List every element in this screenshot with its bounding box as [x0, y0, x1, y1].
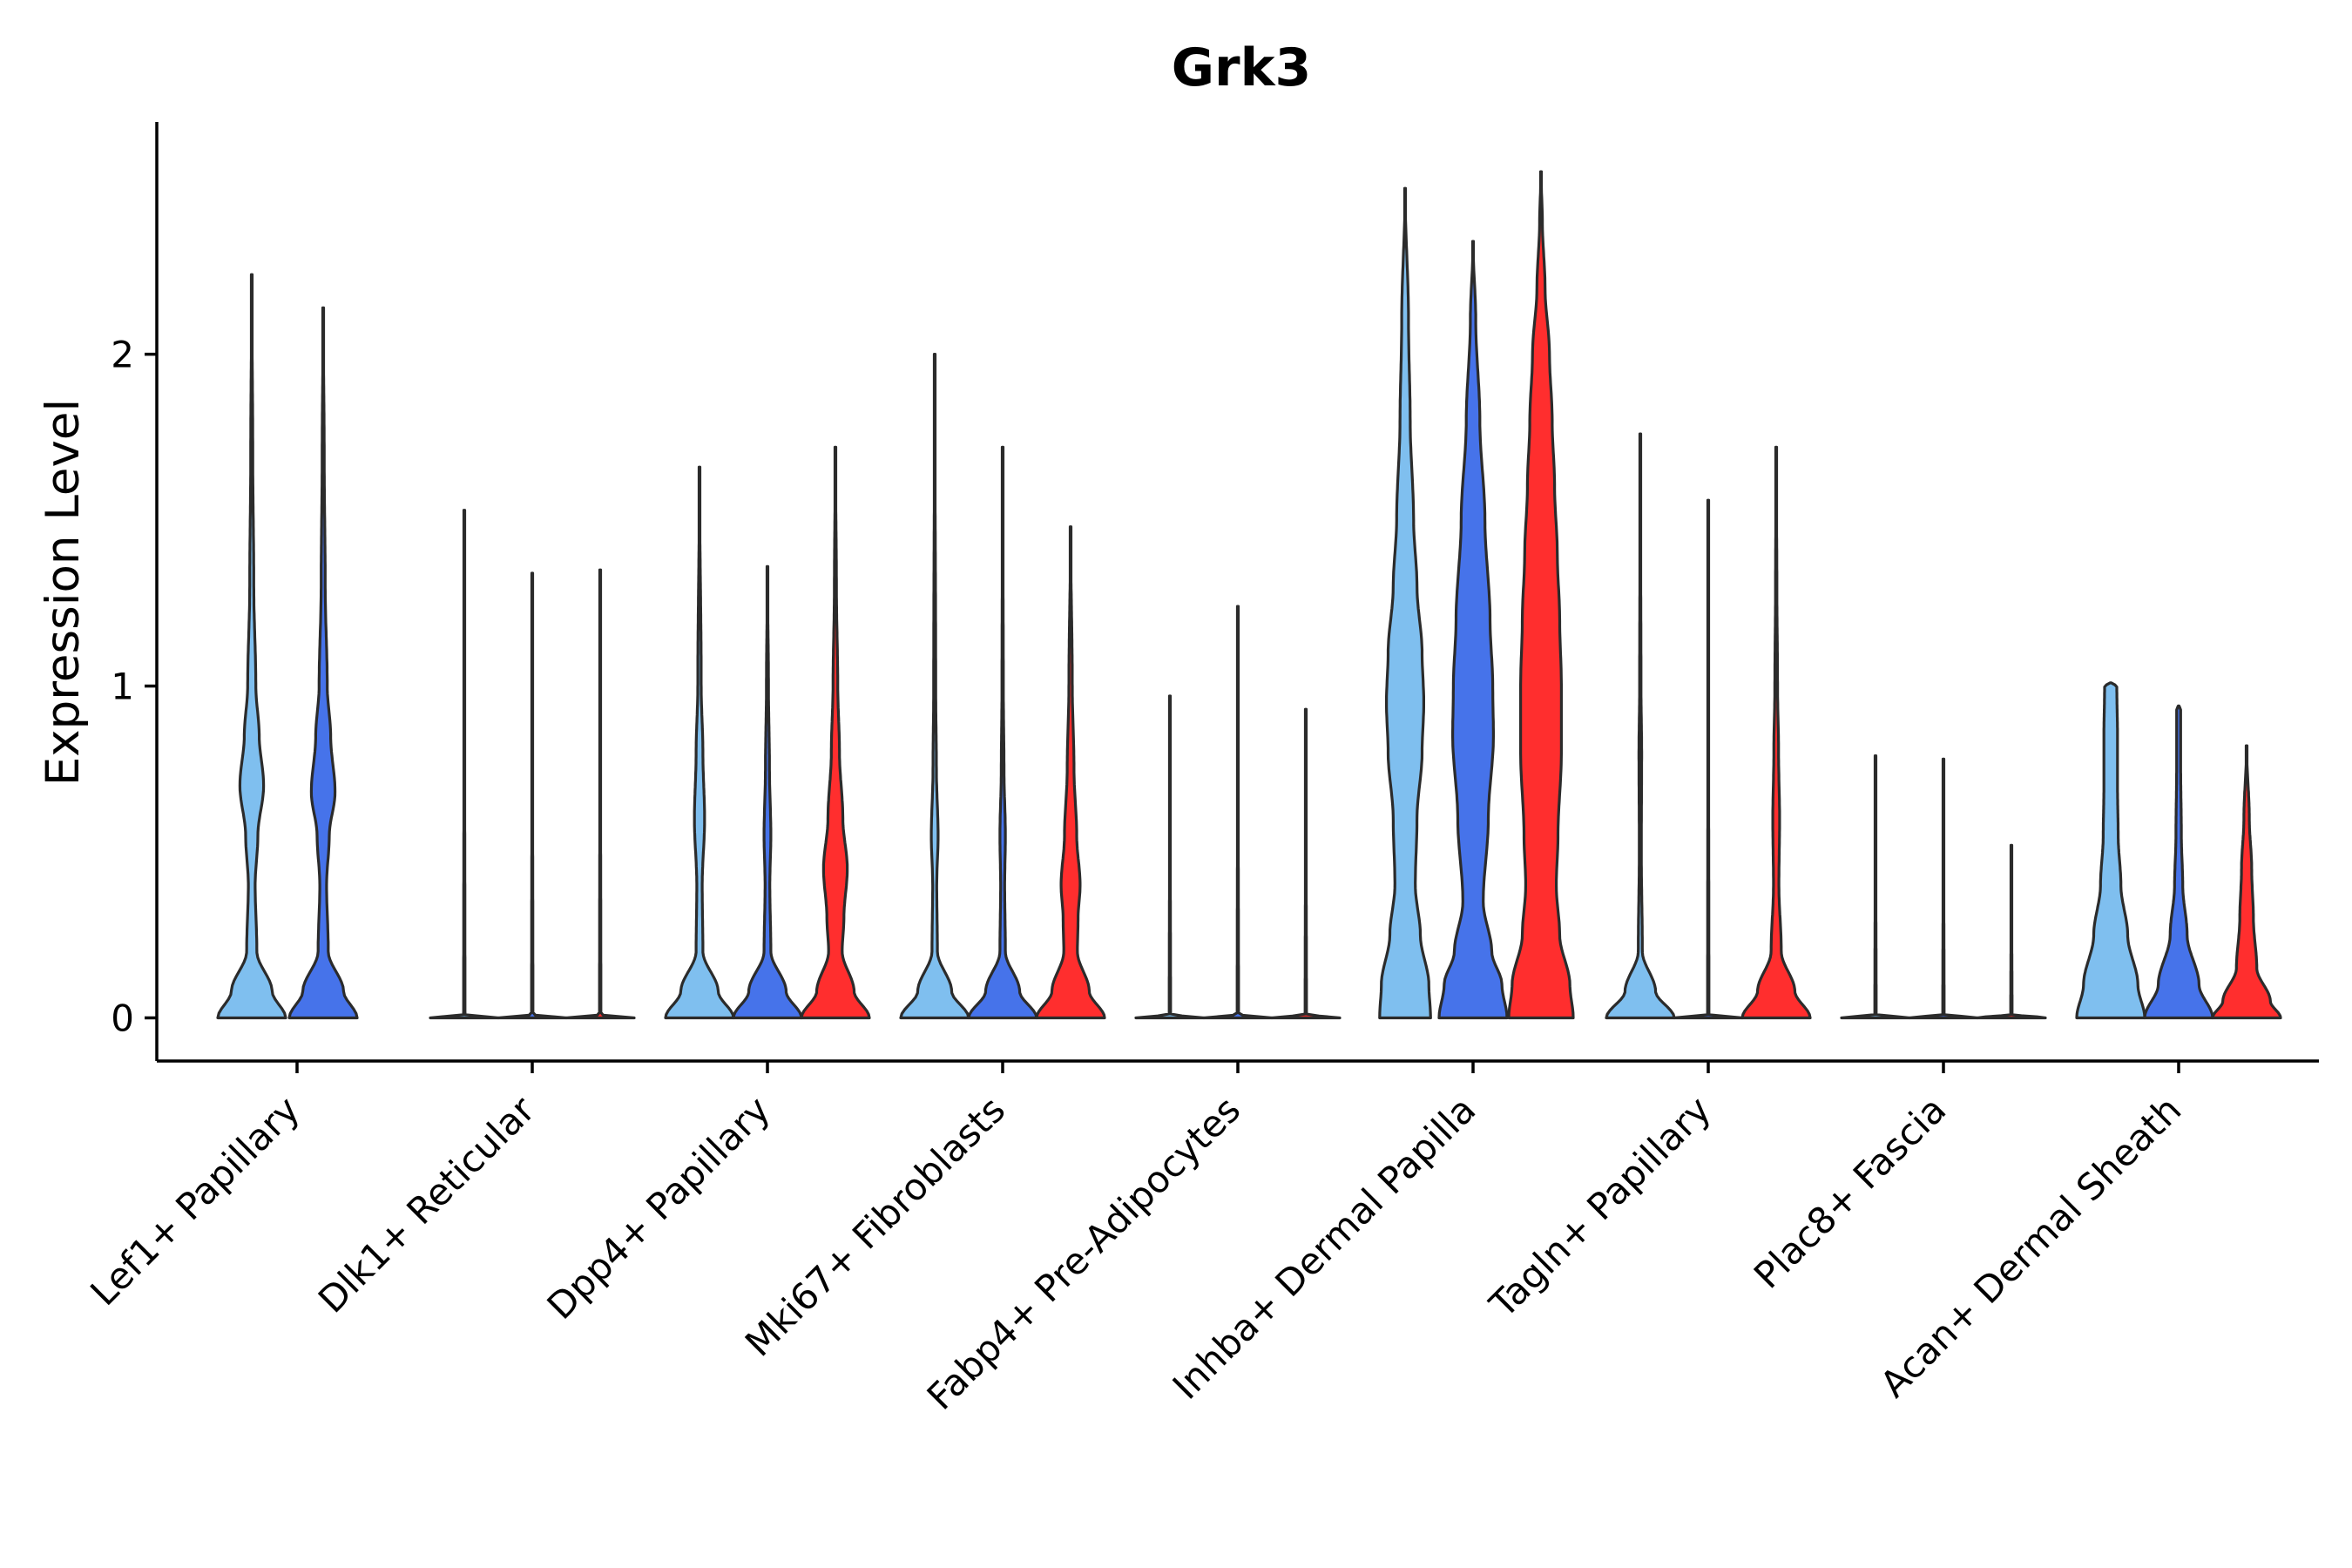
y-tick-labels: 0 1 2 — [111, 334, 134, 1040]
violin-1-light_blue — [429, 509, 500, 1020]
x-tick-label-2: Dpp4+ Papillary — [539, 1088, 779, 1328]
violin-8-blue — [2143, 704, 2214, 1020]
violin-3-red — [1035, 525, 1106, 1020]
x-tick-label-0: Lef1+ Papillary — [82, 1088, 308, 1314]
violin-4-light_blue — [1134, 694, 1206, 1020]
violin-7-red — [1976, 843, 2047, 1020]
violin-4-blue — [1202, 605, 1274, 1020]
violin-5-light_blue — [1378, 186, 1432, 1020]
x-tick-label-7: Plac8+ Fascia — [1746, 1088, 1954, 1296]
violin-7-blue — [1908, 757, 1979, 1020]
violin-1-red — [564, 568, 636, 1020]
y-tick-label-2: 2 — [111, 334, 134, 376]
x-tick-label-3: Mki67+ Fibroblasts — [737, 1088, 1013, 1364]
violin-3-light_blue — [899, 353, 970, 1020]
violin-2-blue — [732, 564, 803, 1020]
violin-2-red — [800, 445, 871, 1020]
y-tick-label-0: 0 — [111, 997, 134, 1039]
chart-title: Grk3 — [1172, 37, 1312, 98]
violin-2-light_blue — [664, 465, 735, 1020]
x-tick-label-6: Tagln+ Papillary — [1481, 1088, 1719, 1326]
violin-8-light_blue — [2075, 681, 2146, 1020]
violin-6-red — [1740, 445, 1812, 1020]
violin-6-light_blue — [1605, 432, 1676, 1020]
violin-6-blue — [1673, 498, 1744, 1020]
violin-8-red — [2211, 744, 2282, 1020]
violin-4-red — [1270, 707, 1342, 1020]
y-tick-label-1: 1 — [111, 666, 134, 708]
violin-7-light_blue — [1840, 754, 1911, 1020]
violin-5-red — [1507, 170, 1575, 1020]
violins-layer — [216, 170, 2282, 1020]
violin-0-light_blue — [216, 273, 287, 1020]
x-tick-label-1: Dlk1+ Reticular — [310, 1088, 544, 1321]
violin-1-blue — [497, 571, 568, 1020]
y-axis-label: Expression Level — [37, 399, 90, 786]
violin-0-blue — [287, 306, 359, 1020]
violin-5-blue — [1437, 240, 1509, 1020]
violin-3-blue — [967, 445, 1038, 1020]
axes-layer — [145, 122, 2319, 1073]
